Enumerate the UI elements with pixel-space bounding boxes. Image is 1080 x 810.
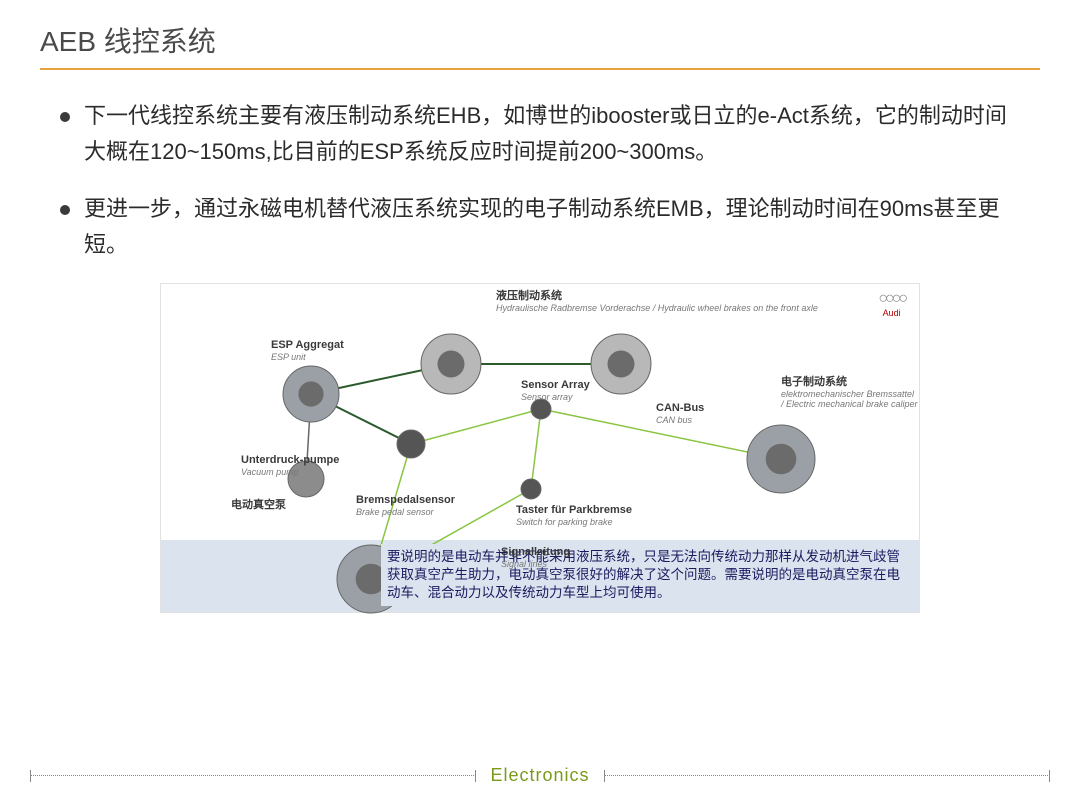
- list-item: 下一代线控系统主要有液压制动系统EHB，如博世的ibooster或日立的e-Ac…: [60, 98, 1020, 171]
- diagram-label: 电子制动系统elektromechanischer Bremssattel / …: [781, 376, 919, 409]
- diagram-label: 电动真空泵: [231, 499, 286, 512]
- footer-rule-left: [30, 775, 476, 776]
- brake-system-diagram: ○○○○ Audi 要说明的是电动车并非不能采用液压系统，只是无法向传统动力那样…: [160, 283, 920, 613]
- diagram-label: 液压制动系统Hydraulische Radbremse Vorderachse…: [496, 290, 818, 313]
- footer: Electronics: [30, 765, 1050, 786]
- bullet-icon: [60, 205, 70, 215]
- footer-rule-right: [604, 775, 1050, 776]
- bullet-text: 更进一步，通过永磁电机替代液压系统实现的电子制动系统EMB，理论制动时间在90m…: [84, 191, 1020, 264]
- bullet-icon: [60, 112, 70, 122]
- footer-label: Electronics: [484, 765, 595, 786]
- bullet-list: 下一代线控系统主要有液压制动系统EHB，如博世的ibooster或日立的e-Ac…: [40, 98, 1040, 263]
- list-item: 更进一步，通过永磁电机替代液压系统实现的电子制动系统EMB，理论制动时间在90m…: [60, 191, 1020, 264]
- diagram-label: SignalleitungSignal lines: [501, 546, 570, 569]
- bullet-text: 下一代线控系统主要有液压制动系统EHB，如博世的ibooster或日立的e-Ac…: [84, 98, 1020, 171]
- diagram-label: Unterdruck-pumpeVacuum pump: [241, 454, 339, 477]
- diagram-caption: 要说明的是电动车并非不能采用液压系统，只是无法向传统动力那样从发动机进气歧管获取…: [381, 544, 909, 607]
- title-rule: [40, 68, 1040, 70]
- diagram-label: ESP AggregatESP unit: [271, 339, 344, 362]
- diagram-label: Sensor ArraySensor array: [521, 379, 590, 402]
- diagram-label: CAN-BusCAN bus: [656, 402, 704, 425]
- page-title: AEB 线控系统: [40, 20, 1040, 60]
- diagram-label: BremspedalsensorBrake pedal sensor: [356, 494, 455, 517]
- diagram-label: Taster für ParkbremseSwitch for parking …: [516, 504, 632, 527]
